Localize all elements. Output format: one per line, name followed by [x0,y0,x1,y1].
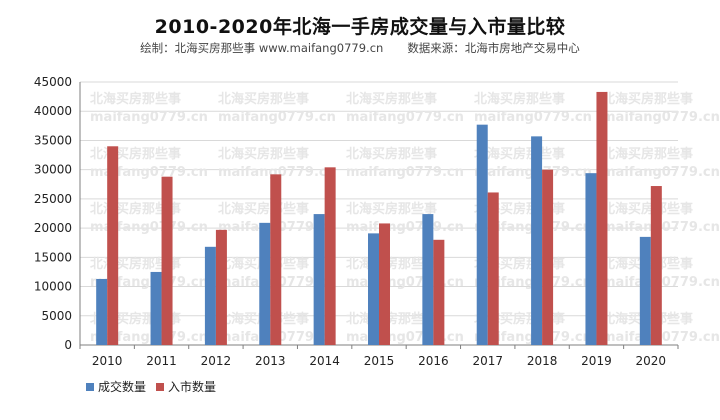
bar-enter [487,192,499,345]
legend-item-enter: 入市数量 [156,378,216,395]
y-tick-label: 20000 [34,221,72,235]
watermark-cn: 北海买房那些事 [474,146,565,162]
x-tick-label: 2018 [527,354,558,368]
y-tick-label: 35000 [34,133,72,147]
watermark-url: maifang0779.cn [90,220,208,235]
x-tick-label: 2019 [581,354,612,368]
bar-enter [542,169,554,345]
bar-enter [215,229,227,345]
bar-enter [270,174,282,345]
bar-enter [161,176,173,345]
watermark-url: maifang0779.cn [90,275,208,290]
y-tick-label: 10000 [34,280,72,294]
watermark-url: maifang0779.cn [346,110,464,125]
bar-enter [324,167,336,345]
bar-deal [313,214,325,345]
watermark-url: maifang0779.cn [218,165,336,180]
watermark-url: maifang0779.cn [346,165,464,180]
bar-deal [368,233,379,345]
y-tick-label: 30000 [34,163,72,177]
chart-title: 2010-2020年北海一手房成交量与入市量比较 [154,16,566,38]
x-tick-label: 2016 [418,354,449,368]
watermark-url: maifang0779.cn [90,330,208,345]
bar-enter [433,239,445,345]
watermark-cn: 北海买房那些事 [474,91,565,107]
bar-deal [204,246,216,345]
bar-deal [531,136,543,345]
watermark-url: maifang0779.cn [346,330,464,345]
legend-label-deal: 成交数量 [98,380,147,394]
x-tick-label: 2014 [309,354,340,368]
bar-enter [107,146,119,345]
credit-text: 绘制：北海买房那些事 www.maifang0779.cn [140,41,384,55]
watermark-cn: 北海买房那些事 [346,201,437,217]
y-tick-label: 25000 [34,192,72,206]
watermark-cn: 北海买房那些事 [218,146,309,162]
watermark-url: maifang0779.cn [474,110,592,125]
bar-deal [422,214,434,345]
watermark-url: maifang0779.cn [90,165,208,180]
bar-deal [476,124,488,345]
bar-deal [585,173,597,345]
y-tick-label: 40000 [34,104,72,118]
legend-swatch-enter [156,382,165,391]
watermark-cn: 北海买房那些事 [602,146,693,162]
bar-deal [639,236,651,345]
watermark-cn: 北海买房那些事 [90,91,181,107]
source-text: 数据来源：北海市房地产交易中心 [407,41,580,55]
bar-enter [596,91,608,346]
watermark-cn: 北海买房那些事 [218,91,309,107]
watermark-cn: 北海买房那些事 [346,91,437,107]
watermark-url: maifang0779.cn [602,165,720,180]
x-tick-label: 2011 [146,354,177,368]
legend-swatch-deal [86,382,94,391]
x-tick-label: 2010 [92,354,123,368]
y-tick-label: 15000 [34,250,72,264]
legend-item-deal: 成交数量 [86,378,146,395]
watermark-cn: 北海买房那些事 [346,146,437,162]
x-tick-label: 2015 [364,354,395,368]
watermark-url: maifang0779.cn [346,220,464,235]
watermark-url: maifang0779.cn [90,110,208,125]
watermark-cn: 北海买房那些事 [602,201,693,217]
watermark-url: maifang0779.cn [602,110,720,125]
bar-enter [379,223,390,345]
x-tick-label: 2012 [201,354,232,368]
bar-enter [650,186,662,345]
bar-deal [150,271,162,345]
y-tick-label: 5000 [41,309,72,323]
y-tick-label: 45000 [34,75,72,89]
legend-label-enter: 入市数量 [168,380,217,394]
bar-deal [96,278,108,345]
watermark-cn: 北海买房那些事 [90,146,181,162]
x-tick-label: 2013 [255,354,286,368]
x-tick-label: 2017 [472,354,503,368]
bar-deal [259,222,271,345]
watermark-url: maifang0779.cn [346,275,464,290]
watermark-url: maifang0779.cn [218,110,336,125]
watermark-cn: 北海买房那些事 [218,201,309,217]
y-tick-label: 0 [64,338,72,352]
watermark-cn: 北海买房那些事 [602,91,693,107]
x-tick-label: 2020 [636,354,667,368]
legend: 成交数量 入市数量 [86,378,216,395]
chart-subtitle: 绘制：北海买房那些事 www.maifang0779.cn 数据来源：北海市房地产… [0,40,720,56]
